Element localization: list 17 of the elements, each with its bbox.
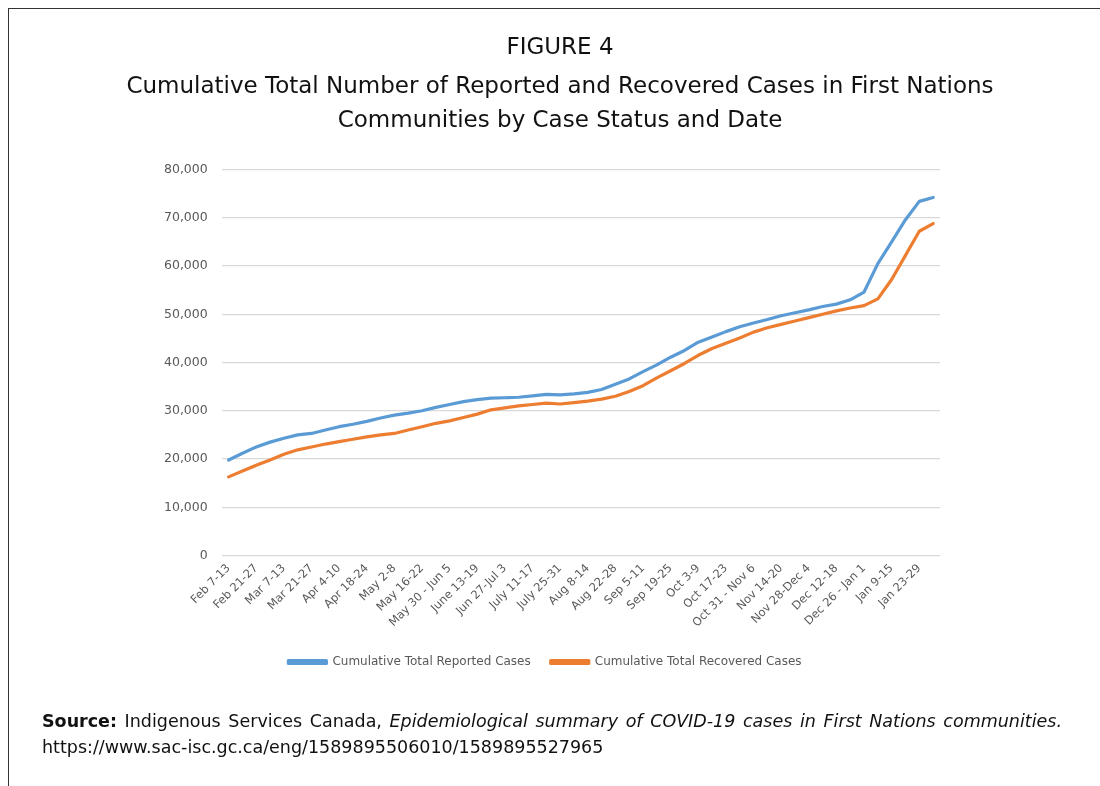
y-tick-label: 10,000 (163, 498, 208, 514)
y-tick-label: 70,000 (163, 209, 208, 224)
legend-label: Cumulative Total Recovered Cases (594, 654, 802, 669)
y-tick-label: 80,000 (163, 160, 208, 176)
text: Indigenous Services Canada, (124, 711, 382, 731)
y-tick-label: 0 (199, 546, 208, 562)
y-tick-label: 30,000 (163, 402, 208, 418)
text: Epidemiological summary of COVID-19 cases in First Nations communities. (389, 711, 1062, 731)
legend-label: Cumulative Total Reported Cases (332, 654, 531, 669)
y-tick-label: 50,000 (163, 305, 208, 321)
y-tick-label: 20,000 (163, 450, 208, 466)
y-tick-label: 40,000 (163, 353, 208, 369)
chart-title: FIGURE 4 (505, 33, 615, 59)
y-tick-label: 60,000 (163, 257, 208, 273)
chart-subtitle: Cumulative Total Number of Reported and Recovered Cases in First Nations Communities by Case Status and Date (125, 71, 995, 134)
source-note: Source: (42, 711, 117, 731)
text: https://www.sac-isc.gc.ca/eng/1589895506010/1589895527965 (42, 737, 604, 757)
